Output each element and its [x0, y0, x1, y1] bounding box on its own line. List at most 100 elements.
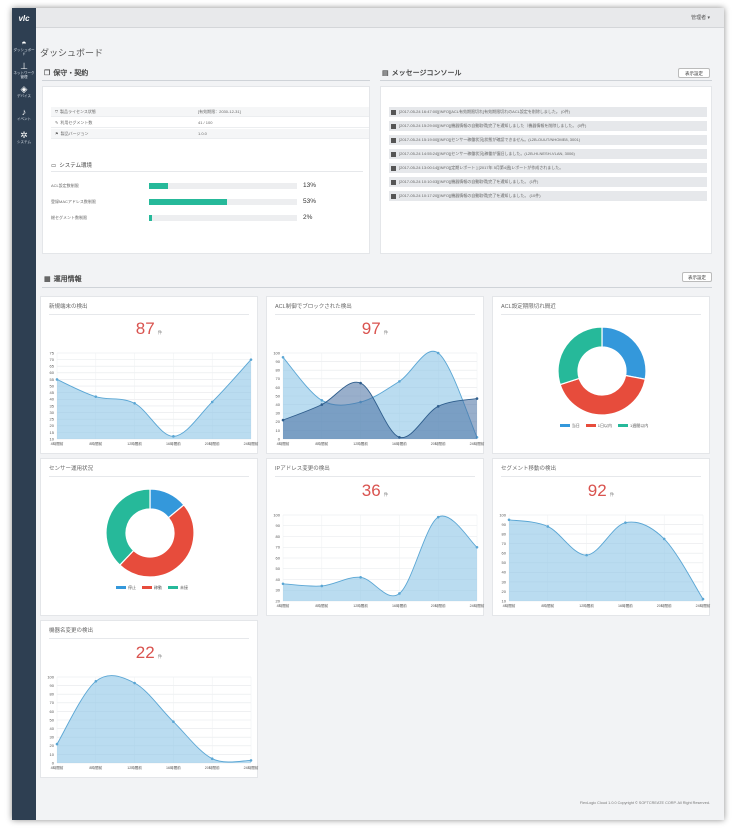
- series-line: [508, 519, 704, 600]
- y-tick-label: 55: [50, 377, 55, 382]
- sidebar-item-dashboard[interactable]: ◓ ダッシュボード: [12, 38, 36, 56]
- top-bar: 管理者 ▾: [36, 8, 724, 28]
- donut-slice: [557, 326, 603, 386]
- info-key: 製品バージョン: [60, 131, 89, 136]
- sidebar-item-label: ダッシュボード: [13, 48, 35, 56]
- data-point: [701, 597, 705, 601]
- data-point: [133, 401, 136, 405]
- count-number: 36: [361, 481, 381, 500]
- data-point: [624, 521, 627, 524]
- y-tick-label: 40: [502, 570, 507, 575]
- checkbox-icon[interactable]: [391, 166, 396, 171]
- series-area: [283, 515, 477, 601]
- x-tick-label: 12時間前: [353, 441, 368, 446]
- maintenance-heading: ❐ 保守・契約: [44, 68, 88, 78]
- series-line: [56, 359, 252, 437]
- chart-legend: 当日 1日以内 1週間以内: [493, 423, 709, 429]
- system-env-heading: ▭ システム環境: [51, 161, 92, 169]
- operations-settings-button[interactable]: 表示設定: [682, 272, 712, 282]
- console-settings-button[interactable]: 表示設定: [678, 68, 710, 78]
- data-point: [320, 399, 324, 402]
- count-unit: 件: [383, 330, 389, 335]
- y-tick-label: 20: [50, 743, 55, 748]
- x-tick-label: 8時間前: [89, 765, 102, 770]
- x-tick-label: 24時間前: [244, 765, 259, 770]
- x-tick-label: 16時間前: [618, 603, 633, 608]
- y-tick-label: 30: [50, 410, 55, 415]
- info-row: ✎ 利用セグメント数 41 / 100: [51, 118, 369, 128]
- x-tick-label: 16時間前: [392, 441, 407, 446]
- area-chart: 0 10 20 30 40 50 60 70 80 90 100 4時間前 8時間前 12時間前 16時間前…: [47, 674, 259, 770]
- legend-label: 停止: [128, 585, 136, 590]
- usage-row: 登録MACアドレス数制限 53%: [51, 197, 381, 207]
- y-tick-label: 70: [50, 357, 55, 362]
- count-value: 92 件: [493, 481, 709, 501]
- legend-label: 稼動: [154, 585, 162, 590]
- legend-label: 1週間以内: [630, 423, 649, 428]
- y-tick-label: 60: [276, 385, 281, 390]
- y-tick-label: 40: [50, 397, 55, 402]
- checkbox-icon[interactable]: [391, 110, 396, 115]
- x-tick-label: 8時間前: [541, 603, 554, 608]
- sidebar-item-label: デバイス: [17, 94, 31, 98]
- y-tick-label: 60: [276, 555, 281, 560]
- checkbox-icon[interactable]: [391, 138, 396, 143]
- donut-chart: [105, 488, 195, 578]
- data-point: [281, 356, 285, 359]
- sidebar-item-gear[interactable]: ✲ システム: [12, 130, 36, 144]
- y-tick-label: 20: [502, 589, 507, 594]
- y-tick-label: 10: [50, 752, 55, 757]
- y-tick-label: 70: [276, 376, 281, 381]
- data-point: [546, 525, 550, 528]
- usage-bar-fill: [149, 199, 228, 205]
- checkbox-icon[interactable]: [391, 180, 396, 185]
- user-menu[interactable]: 管理者 ▾: [691, 15, 710, 21]
- count-value: 97 件: [267, 319, 483, 339]
- x-tick-label: 24時間前: [470, 603, 485, 608]
- y-tick-label: 30: [276, 588, 281, 593]
- card-acl-blocked: ACL制御でブロックされた検出 97 件 0 10 20 30 40 50 60 70 80 90 1…: [266, 296, 485, 454]
- data-point: [475, 397, 479, 400]
- donut-slice: [559, 374, 646, 416]
- info-key: 利用セグメント数: [60, 120, 93, 125]
- series-area: [57, 675, 251, 763]
- sidebar-item-network[interactable]: ⊥ ネットワーク管理: [12, 61, 36, 79]
- card-title: ACL制御でブロックされた検出: [275, 304, 352, 310]
- count-number: 97: [361, 319, 381, 338]
- info-row: ⛉ 製品ライセンス状態 [有効期限：2030-12-31]: [51, 107, 369, 117]
- sidebar-item-cube[interactable]: ◈ デバイス: [12, 84, 36, 98]
- y-tick-label: 80: [276, 368, 281, 373]
- checkbox-icon[interactable]: [391, 152, 396, 157]
- y-tick-label: 80: [276, 534, 281, 539]
- app-logo[interactable]: vlc: [18, 14, 30, 23]
- card-new-terminal: 新規端末の検出 87 件 10 15 20 25 30 35 40 45 50 55 60 65 70 75…: [40, 296, 259, 454]
- x-tick-label: 8時間前: [89, 441, 102, 446]
- monitor-icon: ▭: [51, 163, 57, 169]
- data-point: [475, 545, 479, 549]
- legend-swatch: [168, 586, 178, 590]
- checkbox-icon[interactable]: [391, 194, 396, 199]
- usage-label: 登録MACアドレス数制限: [51, 199, 96, 204]
- console-message: [2017-05-24 10:10:03][INFO][機器情報の自動取得]完了…: [389, 177, 707, 187]
- card-title: 新規端末の検出: [49, 304, 88, 310]
- network-icon: ⊥: [20, 61, 28, 71]
- document-icon: ▦: [44, 276, 51, 283]
- footer-copyright: FlexLogic Cloud 1.0.0 Copyright © SOFTCR…: [579, 801, 710, 805]
- console-message: [2017-05-24 15:29:00][INFO][機器情報の自動取得]完了…: [389, 121, 707, 131]
- info-value: 1.0.0: [198, 131, 207, 136]
- data-point: [662, 537, 666, 541]
- y-tick-label: 10: [50, 436, 55, 441]
- y-tick-label: 40: [276, 577, 281, 582]
- count-unit: 件: [157, 654, 163, 659]
- y-tick-label: 80: [50, 692, 55, 697]
- donut-slice: [119, 504, 195, 578]
- y-tick-label: 0: [278, 436, 281, 441]
- checkbox-icon[interactable]: [391, 124, 396, 129]
- sidebar-item-bell[interactable]: ♪ イベント: [12, 107, 36, 121]
- pin-icon: ✎: [55, 120, 59, 125]
- list-icon: ▤: [382, 70, 389, 77]
- usage-bar: [149, 183, 297, 189]
- area-chart: 10 20 30 40 50 60 70 80 90 100 4時間前 8時間前 12時間前 16時間前 2…: [499, 512, 710, 608]
- usage-label: ACL設定数制限: [51, 183, 79, 188]
- sidebar-item-label: ネットワーク管理: [13, 71, 35, 79]
